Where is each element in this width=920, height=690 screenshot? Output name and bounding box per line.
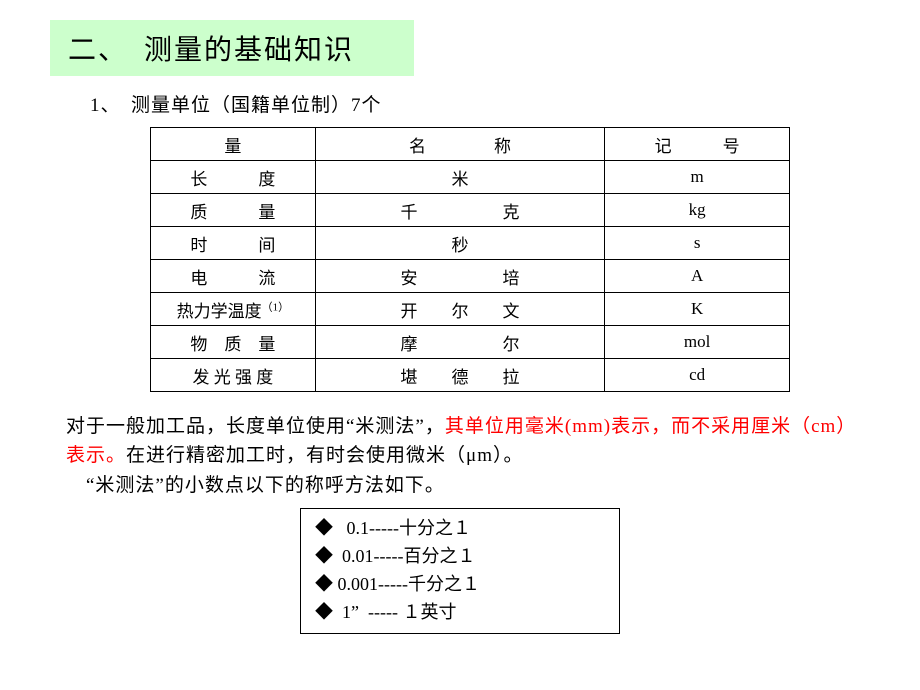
- subsection-title: 1、 测量单位（国籍单位制）7个: [90, 90, 870, 117]
- cell-name: 米: [315, 161, 605, 194]
- cell-quantity: 时 间: [151, 227, 316, 260]
- note-text: “米测法”的小数点以下的称呼方法如下。: [66, 475, 445, 496]
- table-row: 质 量 千 克 kg: [151, 194, 790, 227]
- decimal-row: ◆ 0.1-----十分之１: [315, 515, 605, 543]
- table-row: 热力学温度（1） 开 尔 文 K: [151, 293, 790, 326]
- cell-name: 秒: [315, 227, 605, 260]
- decimal-row: ◆ 0.01-----百分之１: [315, 543, 605, 571]
- cell-symbol: m: [605, 161, 790, 194]
- decimal-row: ◆ 1” ----- １英寸: [315, 599, 605, 627]
- table-row: 电 流 安 培 A: [151, 260, 790, 293]
- cell-symbol: K: [605, 293, 790, 326]
- slide: 二、 测量的基础知识 1、 测量单位（国籍单位制）7个 量 名 称 记 号 长 …: [0, 0, 920, 654]
- cell-name: 堪 德 拉: [315, 359, 605, 392]
- note-paragraph: 对于一般加工品，长度单位使用“米测法”，其单位用毫米(mm)表示，而不采用厘米（…: [66, 412, 870, 500]
- cell-quantity: 发 光 强 度: [151, 359, 316, 392]
- cell-quantity: 电 流: [151, 260, 316, 293]
- note-text: 对于一般加工品，长度单位使用“米测法”，: [66, 416, 445, 437]
- cell-name: 摩 尔: [315, 326, 605, 359]
- cell-quantity: 热力学温度（1）: [151, 293, 316, 326]
- superscript: （1）: [262, 301, 290, 313]
- cell-quantity: 长 度: [151, 161, 316, 194]
- cell-symbol: kg: [605, 194, 790, 227]
- cell-name: 安 培: [315, 260, 605, 293]
- cell-symbol: cd: [605, 359, 790, 392]
- note-text: 在进行精密加工时，有时会使用微米（μm）。: [126, 445, 523, 466]
- section-title: 二、 测量的基础知识: [50, 20, 414, 76]
- cell-symbol: A: [605, 260, 790, 293]
- cell-quantity: 物 质 量: [151, 326, 316, 359]
- cell-name: 千 克: [315, 194, 605, 227]
- table-header-row: 量 名 称 记 号: [151, 128, 790, 161]
- cell-symbol: mol: [605, 326, 790, 359]
- header-symbol: 记 号: [605, 128, 790, 161]
- header-quantity: 量: [151, 128, 316, 161]
- units-table-wrap: 量 名 称 记 号 长 度 米 m 质 量 千 克 kg 时 间 秒 s: [150, 127, 870, 392]
- cell-quantity: 质 量: [151, 194, 316, 227]
- table-row: 发 光 强 度 堪 德 拉 cd: [151, 359, 790, 392]
- decimal-box: ◆ 0.1-----十分之１ ◆ 0.01-----百分之１ ◆ 0.001--…: [300, 508, 620, 634]
- cell-symbol: s: [605, 227, 790, 260]
- table-row: 长 度 米 m: [151, 161, 790, 194]
- header-name: 名 称: [315, 128, 605, 161]
- table-row: 物 质 量 摩 尔 mol: [151, 326, 790, 359]
- decimal-row: ◆ 0.001-----千分之１: [315, 571, 605, 599]
- units-table: 量 名 称 记 号 长 度 米 m 质 量 千 克 kg 时 间 秒 s: [150, 127, 790, 392]
- cell-name: 开 尔 文: [315, 293, 605, 326]
- table-row: 时 间 秒 s: [151, 227, 790, 260]
